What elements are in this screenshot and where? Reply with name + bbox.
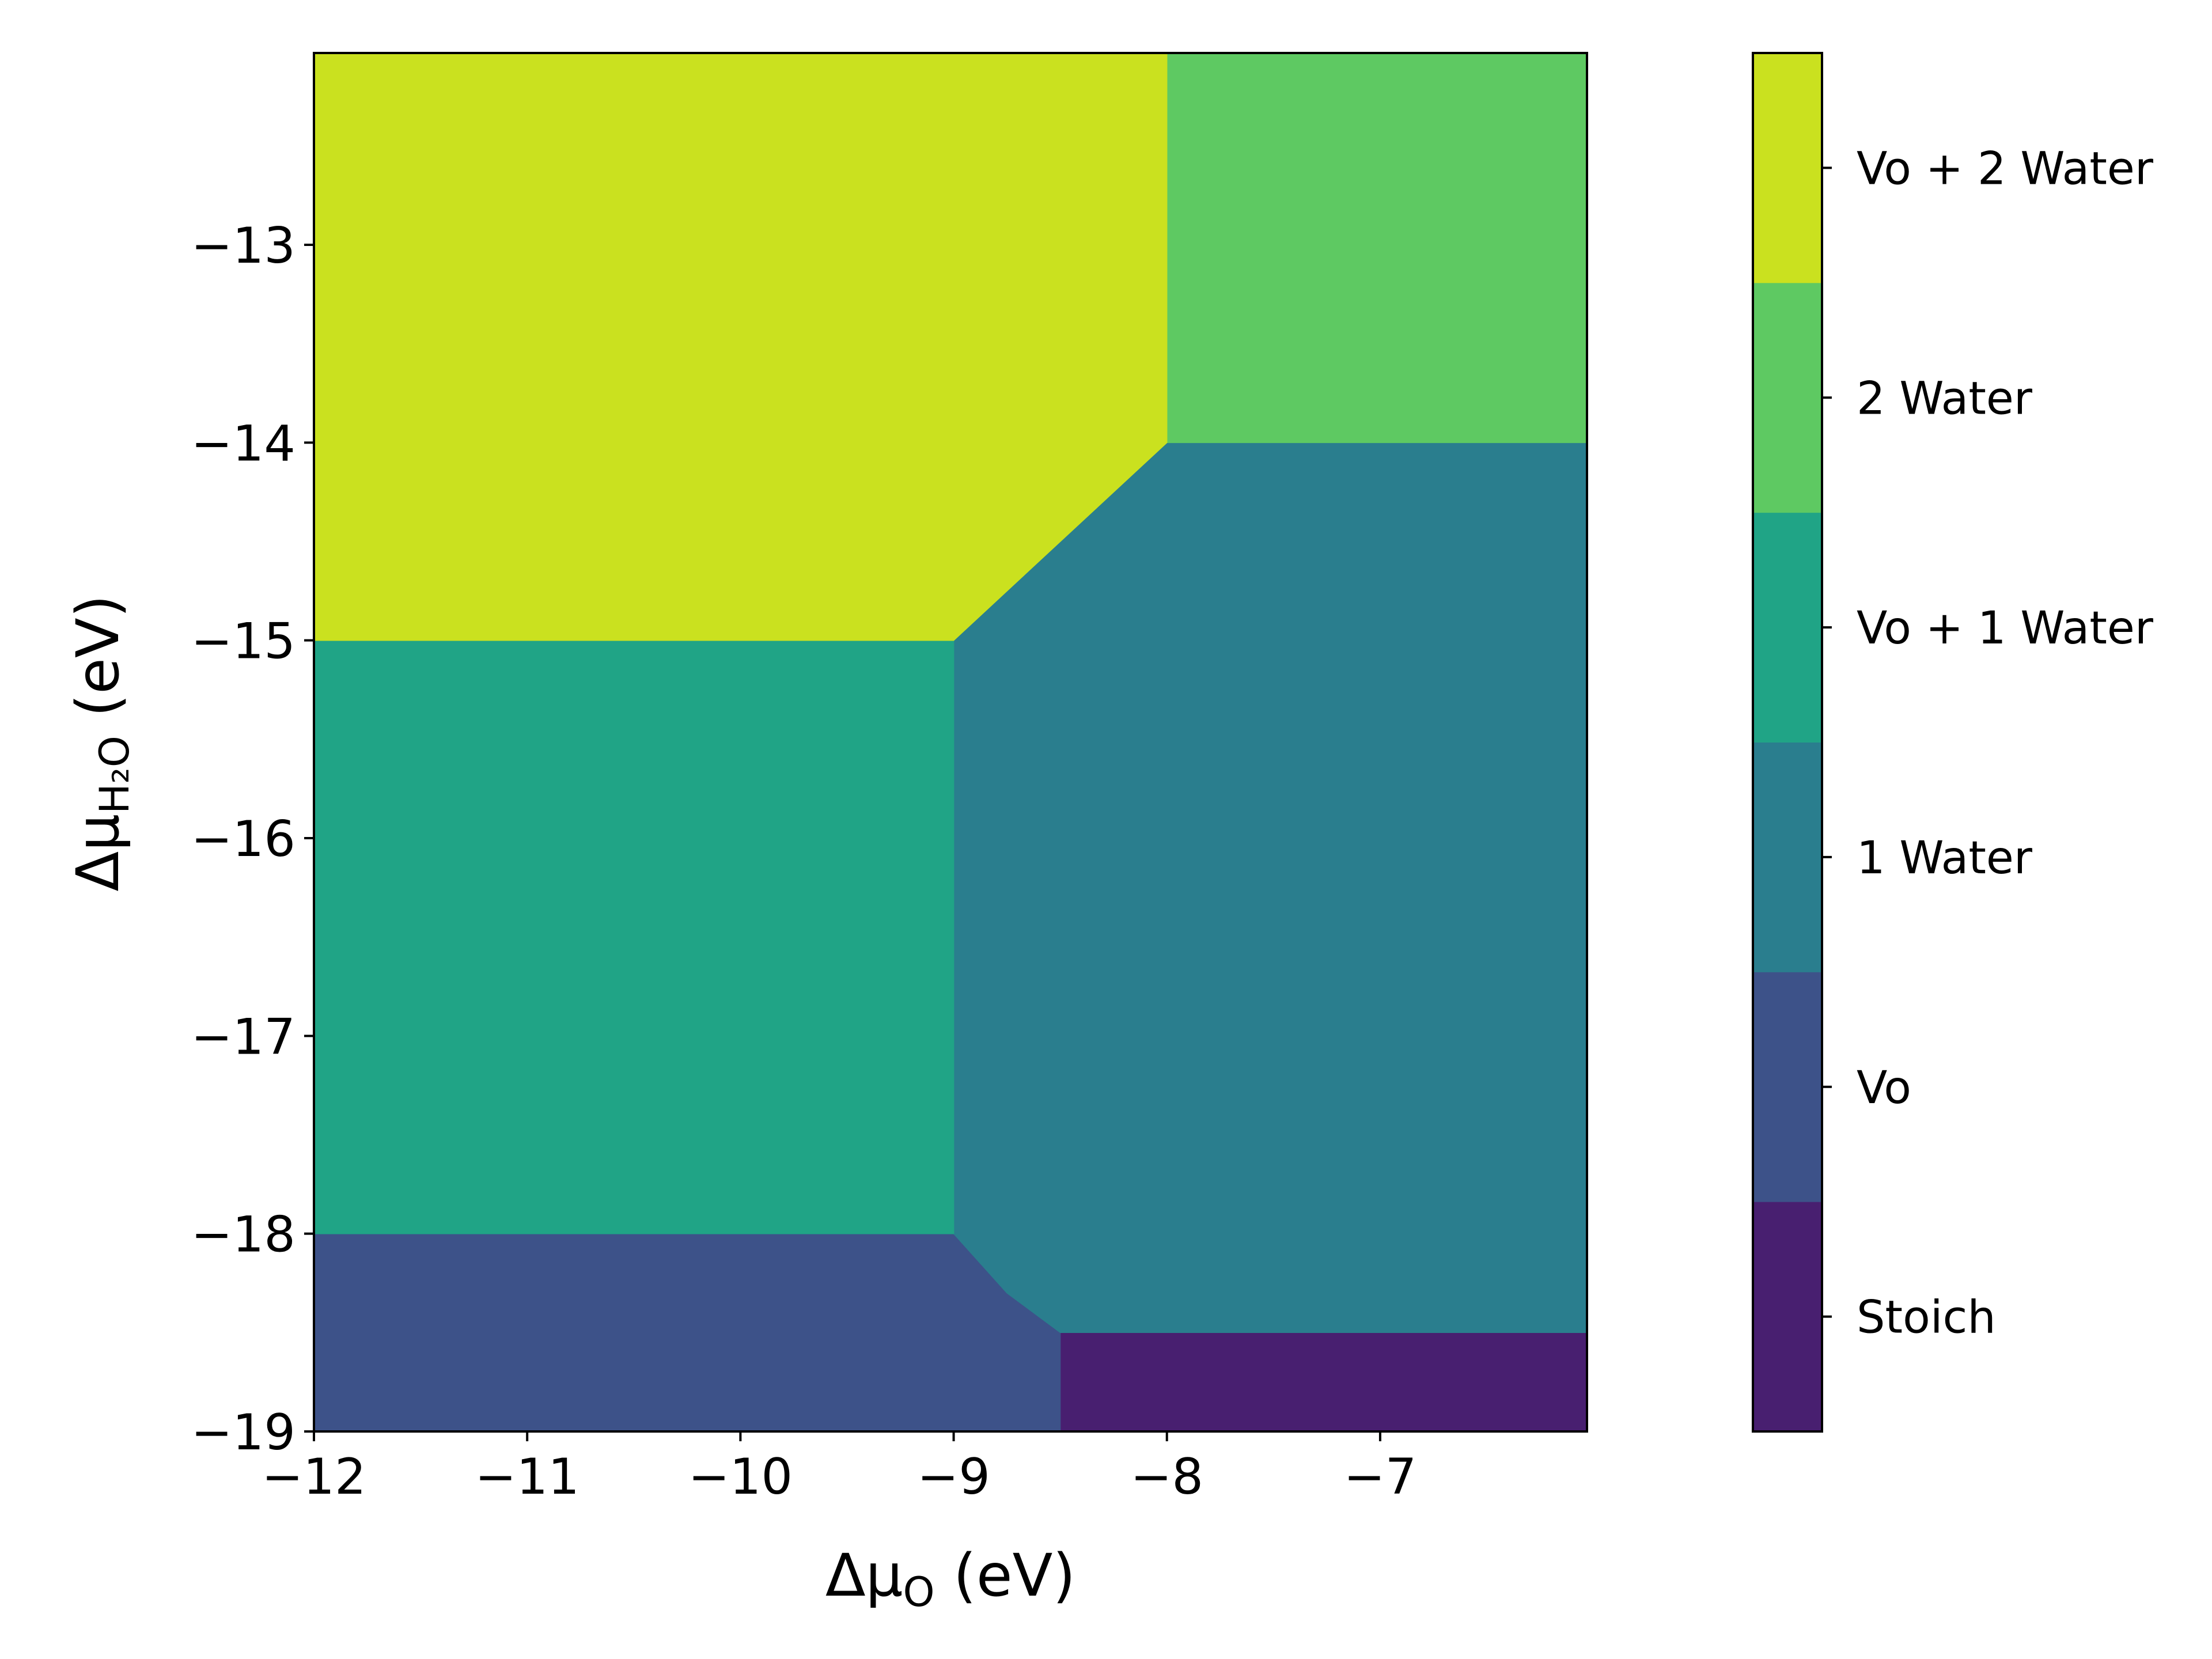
y-tick-label: −18 [191, 1206, 296, 1264]
colorbar-label-2-water: 2 Water [1857, 373, 2033, 425]
y-axis-label-unit: (eV) [64, 594, 132, 736]
colorbar-segment-1-water [1753, 742, 1822, 972]
colorbar-label-vo: Vo [1857, 1062, 1911, 1114]
colorbar-label-vo-1-water: Vo + 1 Water [1857, 603, 2154, 654]
x-tick-label: −9 [917, 1448, 990, 1506]
y-tick-label: −19 [191, 1404, 296, 1461]
phase-region-1-water [953, 442, 1588, 1334]
colorbar-segment-vo [1753, 972, 1822, 1202]
phase-region-vo-2-water [313, 52, 1168, 641]
phase-region-vo-1-water [313, 639, 955, 1234]
x-tick-label: −7 [1344, 1448, 1417, 1506]
y-axis-label-subscript: H₂O [91, 736, 138, 814]
y-tick-label: −14 [191, 415, 296, 472]
x-tick-label: −10 [688, 1448, 793, 1506]
y-tick-label: −15 [191, 613, 296, 671]
x-axis-label-subscript: O [903, 1569, 935, 1616]
x-axis-label: ΔμO (eV) [825, 1541, 1075, 1616]
y-axis-label: ΔμH₂O (eV) [64, 594, 138, 891]
colorbar-label-stoich: Stoich [1857, 1292, 1996, 1344]
y-tick-label: −13 [191, 217, 296, 275]
colorbar-label-vo-2-water: Vo + 2 Water [1857, 143, 2154, 195]
x-axis-label-symbol: Δμ [825, 1541, 903, 1610]
colorbar-frame [1752, 52, 1823, 1433]
y-tick-label: −17 [191, 1008, 296, 1066]
y-tick-label: −16 [191, 810, 296, 868]
phase-region-vo [313, 1233, 1061, 1432]
plot-frame [313, 52, 1588, 1433]
phase-regions [313, 52, 1588, 1432]
x-axis-label-unit: (eV) [935, 1541, 1076, 1610]
phase-region-2-water [1166, 52, 1588, 444]
y-axis-label-symbol: Δμ [64, 814, 132, 892]
colorbar: Stoich Vo 1 Water Vo + 1 Water 2 Water Vo + 2… [1752, 52, 2154, 1433]
colorbar-segment-vo-2-water [1753, 53, 1822, 283]
colorbar-segment-vo-1-water [1753, 512, 1822, 743]
colorbar-segment-2-water [1753, 282, 1822, 513]
x-tick-label: −8 [1130, 1448, 1203, 1506]
colorbar-segment-stoich [1753, 1202, 1822, 1432]
phase-region-stoich [1059, 1332, 1588, 1432]
colorbar-label-1-water: 1 Water [1857, 832, 2033, 884]
x-tick-label: −12 [262, 1448, 366, 1506]
x-tick-label: −11 [475, 1448, 579, 1506]
